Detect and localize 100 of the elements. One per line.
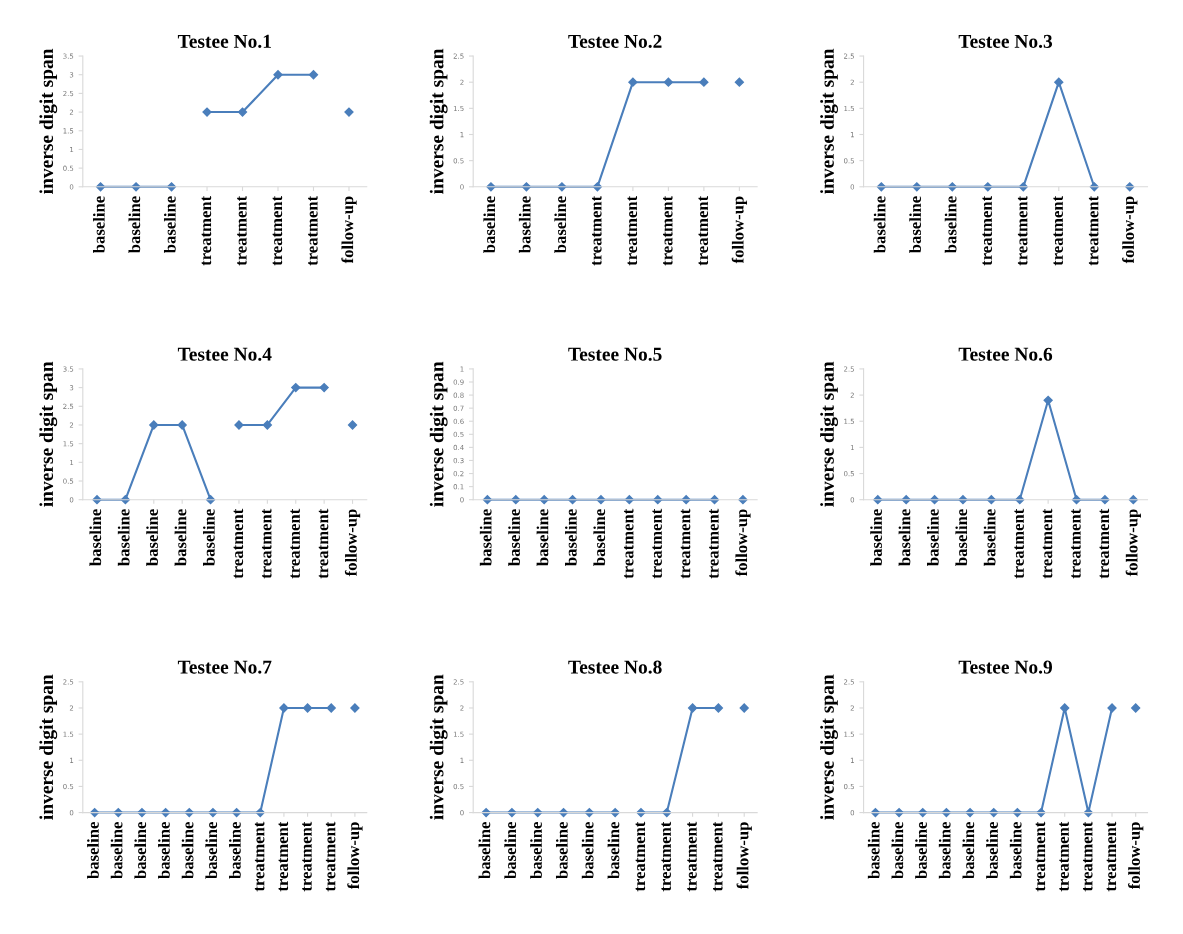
x-tick-label: baseline (536, 509, 549, 566)
chart-title: Testee No.5 (568, 347, 662, 361)
x-tick-label: baseline (962, 822, 975, 879)
x-tick-label: follow-up (736, 822, 752, 890)
x-tick-label: treatment (623, 508, 634, 579)
x-tick-label: treatment (1082, 821, 1093, 892)
x-tick-label: baseline (87, 822, 99, 879)
x-tick-label: baseline (983, 509, 996, 566)
x-tick-label: treatment (1106, 821, 1117, 892)
x-tick-label: treatment (1099, 508, 1110, 579)
x-tick-label: treatment (687, 821, 697, 892)
x-tick-label: treatment (652, 508, 662, 579)
x-tick-label: follow-up (347, 822, 363, 890)
x-tick-label: treatment (272, 195, 283, 266)
x-tick-label: baseline (174, 509, 187, 566)
y-axis-title: inverse digit span (820, 361, 838, 507)
x-tick-label: baseline (93, 196, 105, 254)
x-tick-label: treatment (627, 195, 638, 266)
x-tick-label: treatment (663, 195, 673, 266)
y-axis-title: inverse digit span (429, 674, 448, 820)
x-tick-label: follow-up (341, 196, 357, 264)
y-axis-title: inverse digit span (39, 674, 58, 820)
x-tick-label: treatment (1017, 195, 1028, 266)
chart-title: Testee No.4 (177, 347, 272, 361)
x-tick-label: baseline (955, 509, 968, 566)
point (177, 420, 187, 430)
x-tick-label: baseline (134, 822, 147, 879)
x-tick-label: baseline (181, 822, 194, 879)
y-axis-title: inverse digit span (429, 361, 448, 507)
point (347, 420, 358, 430)
x-tick-label: treatment (1059, 821, 1069, 892)
x-tick-label: treatment (1042, 508, 1053, 579)
x-tick-label: baseline (565, 509, 577, 566)
x-tick-label: treatment (302, 821, 312, 892)
x-tick-label: treatment (254, 821, 265, 892)
x-tick-label: treatment (680, 508, 691, 579)
chart-title: Testee No.1 (177, 34, 271, 48)
x-tick-label: baseline (229, 822, 241, 879)
x-tick-label: treatment (325, 821, 336, 892)
x-tick-label: baseline (909, 196, 921, 254)
chart-title: Testee No.7 (177, 660, 272, 674)
x-tick-label: treatment (698, 195, 709, 266)
x-tick-label: follow-up (344, 509, 361, 577)
x-tick-label: baseline (117, 509, 130, 566)
x-tick-label: baseline (607, 822, 620, 879)
x-tick-label: treatment (635, 821, 646, 892)
x-tick-label: baseline (944, 196, 957, 254)
x-tick-label: treatment (290, 508, 300, 579)
x-tick-label: baseline (555, 822, 568, 879)
x-tick-label: treatment (261, 508, 272, 579)
chart-title: Testee No.2 (568, 34, 662, 48)
point (262, 420, 272, 430)
x-tick-label: baseline (483, 196, 496, 254)
x-tick-label: treatment (1071, 508, 1081, 579)
chart-title: Testee No.6 (958, 347, 1053, 361)
y-axis-title: inverse digit span (820, 674, 838, 820)
x-tick-label: baseline (89, 509, 102, 566)
point (131, 182, 141, 192)
x-tick-label: baseline (554, 196, 567, 254)
x-tick-label: baseline (504, 822, 517, 879)
point (291, 382, 301, 393)
x-tick-label: baseline (110, 822, 123, 879)
y-axis-title: inverse digit span (39, 48, 58, 194)
x-tick-label: treatment (233, 508, 244, 579)
x-tick-label: treatment (1088, 195, 1099, 266)
x-tick-label: treatment (318, 508, 329, 579)
x-tick-label: baseline (867, 822, 880, 879)
x-tick-label: baseline (938, 822, 951, 879)
x-tick-label: follow-up (735, 509, 751, 577)
x-tick-label: baseline (203, 509, 215, 566)
x-tick-label: baseline (891, 822, 904, 879)
x-tick-label: follow-up (1122, 196, 1138, 264)
point (237, 107, 248, 117)
x-tick-label: baseline (478, 822, 491, 879)
x-tick-label: baseline (128, 196, 141, 254)
x-tick-label: baseline (927, 509, 939, 566)
x-tick-label: baseline (479, 509, 492, 566)
point (273, 70, 283, 80)
x-tick-label: baseline (986, 822, 998, 879)
y-axis-title: inverse digit span (820, 48, 838, 194)
point (319, 382, 329, 393)
x-tick-label: treatment (982, 195, 992, 266)
x-tick-label: baseline (146, 509, 158, 566)
x-tick-label: treatment (1053, 195, 1063, 266)
x-tick-label: treatment (1035, 821, 1046, 892)
point (149, 420, 159, 430)
point (344, 107, 354, 117)
point (166, 182, 177, 192)
x-tick-label: baseline (581, 822, 594, 879)
x-tick-label: treatment (592, 195, 602, 266)
chart-title: Testee No.9 (958, 660, 1053, 674)
point (308, 70, 319, 80)
x-tick-label: baseline (205, 822, 218, 879)
x-tick-label: baseline (158, 822, 170, 879)
x-tick-label: baseline (898, 509, 911, 566)
x-tick-label: follow-up (731, 196, 748, 264)
x-tick-label: baseline (530, 822, 542, 879)
x-tick-label: treatment (308, 195, 318, 266)
y-axis-title: inverse digit span (39, 361, 58, 507)
x-tick-label: treatment (278, 821, 289, 892)
